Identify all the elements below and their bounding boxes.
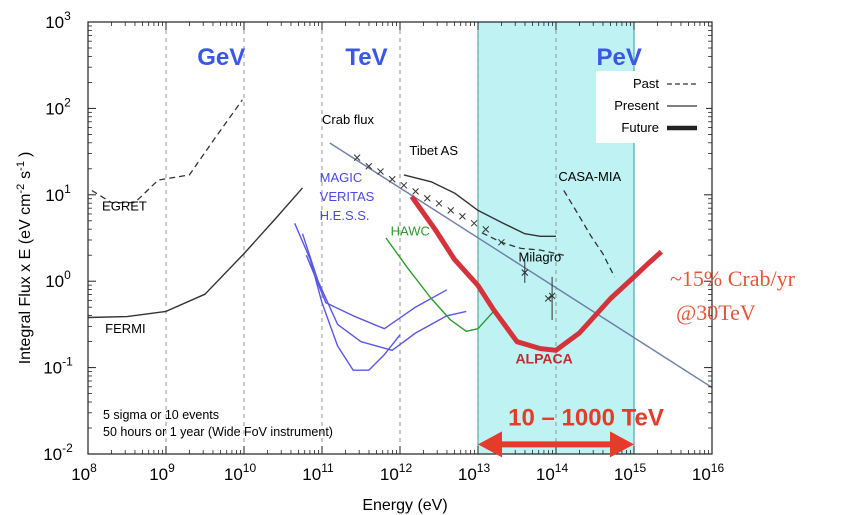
egret-label: EGRET bbox=[102, 198, 147, 213]
x-tick-label: 1015 bbox=[614, 461, 647, 484]
crab-data-marker bbox=[377, 168, 384, 175]
y-axis-title-unit-exp2: -1 bbox=[15, 161, 27, 171]
casa-mia-line bbox=[563, 190, 616, 278]
hawc-line bbox=[385, 237, 495, 332]
y-tick-label: 100 bbox=[45, 268, 71, 291]
y-axis-title-unit-exp1: -2 bbox=[15, 184, 27, 194]
crab-data-marker bbox=[388, 175, 396, 183]
y-tick-label: 10-1 bbox=[43, 355, 73, 378]
x-tick-label: 1016 bbox=[692, 461, 725, 484]
fermi-line bbox=[87, 187, 304, 319]
fermi-label: FERMI bbox=[105, 321, 145, 336]
band-label-tev: TeV bbox=[345, 44, 387, 71]
series-7-line bbox=[305, 255, 448, 330]
milagro-label: Milagro bbox=[519, 249, 562, 264]
crab-data-marker bbox=[353, 154, 361, 162]
x-tick-label: 1011 bbox=[302, 461, 334, 484]
x-tick-label: 1012 bbox=[380, 461, 413, 484]
alpaca-label: ALPACA bbox=[515, 350, 572, 366]
y-axis-title-main: Integral Flux x E (eV cm bbox=[17, 194, 34, 365]
x-tick-label: 108 bbox=[71, 461, 97, 484]
crab-data-marker bbox=[470, 219, 478, 227]
series-layer bbox=[87, 99, 713, 389]
axis-ticks: 108 109 1010 1011 1012 1013 1014 1015 1016 10-2 10… bbox=[43, 9, 724, 484]
legend-background bbox=[596, 71, 706, 143]
alpaca-line bbox=[409, 195, 663, 353]
series-6-line bbox=[301, 233, 467, 351]
crab-data-marker bbox=[423, 194, 431, 202]
y-axis-title-close: ) bbox=[17, 152, 34, 157]
x-tick-label: 1010 bbox=[224, 461, 257, 484]
y-tick-label: 102 bbox=[45, 95, 71, 118]
y-axis-title: Integral Flux x E (eV cm-2 s-1) bbox=[15, 152, 34, 365]
crab-data-marker bbox=[459, 213, 466, 220]
error-bar bbox=[548, 276, 556, 321]
band-label-pev: PeV bbox=[597, 44, 642, 71]
y-tick-label: 103 bbox=[45, 9, 71, 32]
crab-data-marker bbox=[412, 187, 419, 195]
crab-data-marker bbox=[400, 181, 408, 189]
error-bar bbox=[521, 260, 529, 283]
x-tick-label: 109 bbox=[149, 461, 175, 484]
y-axis-title-unit-s: s bbox=[17, 171, 34, 179]
band-label-gev: GeV bbox=[197, 44, 245, 71]
side-note-energy: @30TeV bbox=[676, 300, 756, 325]
legend-label-past: Past bbox=[633, 76, 659, 91]
legend-label-present: Present bbox=[614, 98, 659, 113]
egret-line bbox=[91, 99, 243, 204]
casa-mia-label: CASA-MIA bbox=[558, 169, 621, 184]
magic-veritas-h-e-s-s-line bbox=[294, 223, 401, 371]
crab-data-marker bbox=[435, 200, 443, 207]
range-label: 10 – 1000 TeV bbox=[508, 404, 664, 431]
crab-data-marker bbox=[447, 206, 455, 214]
x-axis-title: Energy (eV) bbox=[362, 497, 447, 514]
crab-flux-line bbox=[329, 142, 713, 389]
tibet-as-line bbox=[403, 174, 556, 237]
crab-flux-label: Crab flux bbox=[322, 112, 375, 127]
hawc-label: HAWC bbox=[391, 223, 430, 238]
magic-veritas-h-e-s-s-label: MAGIC VERITAS H.E.S.S. bbox=[320, 170, 375, 223]
crab-data-marker bbox=[365, 162, 373, 170]
range-arrow bbox=[478, 431, 634, 458]
x-tick-label: 1013 bbox=[458, 461, 491, 484]
labels-layer: EGRET FERMI Crab flux Tibet AS MAGIC VERITAS H… bbox=[102, 44, 664, 458]
crab-data-marker bbox=[482, 226, 490, 233]
milagro-line bbox=[481, 232, 564, 256]
tibet-as-label: Tibet AS bbox=[409, 143, 458, 158]
side-note-rate: ~15% Crab/yr bbox=[670, 266, 796, 291]
y-tick-label: 10-2 bbox=[43, 441, 73, 464]
note-line-2: 50 hours or 1 year (Wide FoV instrument) bbox=[103, 425, 333, 439]
note-line-1: 5 sigma or 10 events bbox=[103, 408, 219, 422]
crab-data-marker bbox=[544, 295, 552, 302]
x-tick-label: 1014 bbox=[536, 461, 569, 484]
legend: Past Present Future bbox=[596, 71, 706, 143]
legend-label-future: Future bbox=[621, 120, 659, 135]
y-tick-label: 101 bbox=[45, 182, 71, 205]
